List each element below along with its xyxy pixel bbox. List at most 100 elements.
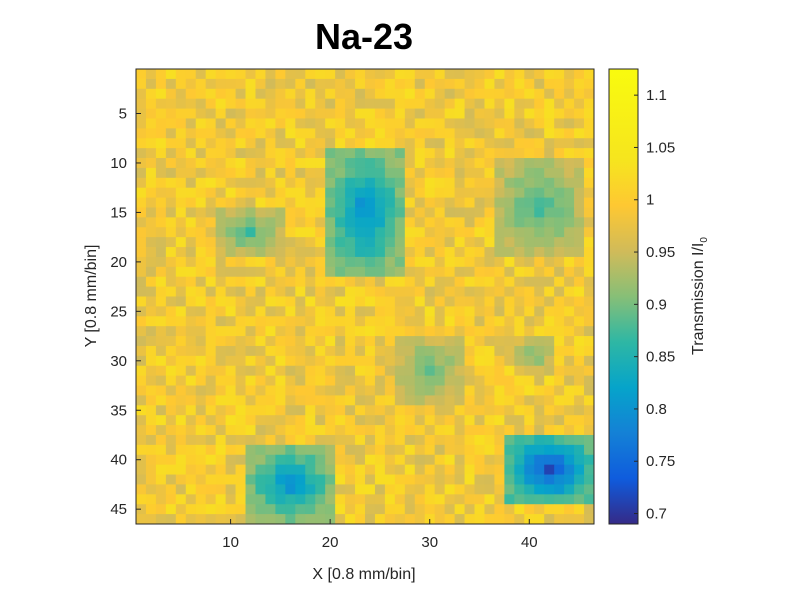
heatmap-cell — [136, 425, 147, 436]
heatmap-cell — [175, 98, 187, 109]
heatmap-cell — [255, 434, 266, 446]
heatmap-cell — [464, 326, 475, 337]
heatmap-cell — [195, 207, 207, 218]
heatmap-cell — [195, 98, 207, 109]
colorbar-tick-label: 0.8 — [646, 401, 667, 418]
heatmap-cell — [315, 316, 326, 327]
heatmap-cell — [245, 385, 256, 396]
heatmap-cell — [195, 138, 207, 149]
heatmap-cell — [215, 78, 227, 90]
heatmap-cell — [504, 375, 515, 386]
heatmap-cell — [384, 494, 396, 505]
heatmap-cell — [245, 514, 256, 525]
heatmap-cell — [155, 336, 167, 347]
heatmap-cell — [544, 464, 555, 475]
heatmap-cell — [325, 504, 336, 515]
heatmap-cell — [514, 69, 525, 80]
heatmap-cell — [464, 256, 475, 268]
heatmap-cell — [404, 464, 416, 475]
heatmap-cell — [365, 385, 376, 396]
heatmap-cell — [484, 296, 495, 307]
heatmap-cell — [554, 316, 565, 327]
heatmap-cell — [474, 464, 485, 475]
heatmap-cell — [574, 464, 585, 475]
heatmap-cell — [444, 256, 456, 268]
heatmap-cell — [295, 336, 306, 347]
heatmap-cell — [235, 98, 246, 109]
heatmap-cell — [524, 207, 535, 218]
heatmap-cell — [295, 434, 306, 446]
heatmap-cell — [235, 296, 246, 307]
heatmap-cell — [474, 187, 485, 198]
heatmap-cell — [345, 464, 356, 475]
heatmap-cell — [574, 88, 585, 100]
heatmap-cell — [245, 227, 256, 238]
heatmap-cell — [265, 177, 276, 189]
heatmap-cell — [504, 187, 515, 198]
heatmap-cell — [404, 514, 416, 525]
heatmap-cell — [255, 474, 266, 485]
heatmap-cell — [205, 286, 217, 297]
heatmap-cell — [434, 108, 446, 119]
heatmap-cell — [414, 177, 426, 189]
heatmap-cell — [205, 296, 217, 307]
heatmap-cell — [325, 326, 336, 337]
heatmap-cell — [255, 355, 266, 367]
heatmap-cell — [305, 247, 316, 258]
heatmap-cell — [345, 326, 356, 337]
heatmap-cell — [165, 217, 177, 228]
heatmap-cell — [136, 395, 147, 406]
heatmap-cell — [384, 405, 396, 416]
heatmap-cell — [584, 326, 595, 337]
heatmap-cell — [374, 474, 386, 485]
heatmap-cell — [544, 256, 555, 268]
heatmap-cell — [285, 128, 296, 139]
heatmap-cell — [205, 276, 217, 288]
heatmap-cell — [136, 69, 147, 80]
heatmap-cell — [145, 98, 157, 109]
heatmap-cell — [175, 227, 187, 238]
heatmap-cell — [265, 514, 276, 525]
heatmap-cell — [404, 158, 416, 169]
heatmap-cell — [136, 365, 147, 377]
heatmap-cell — [365, 177, 376, 189]
heatmap-cell — [325, 227, 336, 238]
heatmap-cell — [195, 395, 207, 406]
heatmap-cell — [205, 197, 217, 208]
heatmap-cell — [484, 355, 495, 367]
heatmap-cell — [275, 167, 286, 179]
heatmap-cell — [225, 286, 236, 297]
heatmap-cell — [534, 197, 545, 208]
heatmap-cell — [335, 375, 346, 386]
heatmap-cell — [335, 128, 346, 139]
heatmap-cell — [295, 227, 306, 238]
heatmap-cell — [464, 128, 475, 139]
heatmap-cell — [235, 148, 246, 159]
heatmap-cell — [355, 514, 366, 525]
heatmap-cell — [444, 296, 456, 307]
heatmap-cell — [434, 138, 446, 149]
heatmap-cell — [355, 355, 366, 367]
heatmap-cell — [155, 415, 167, 426]
plot-frame — [135, 68, 595, 525]
heatmap-cell — [305, 474, 316, 485]
heatmap-cell — [145, 266, 157, 278]
heatmap-cell — [554, 375, 565, 386]
heatmap-cell — [564, 197, 575, 208]
heatmap-cell — [365, 434, 376, 446]
heatmap-cell — [534, 108, 545, 119]
heatmap-cell — [494, 306, 505, 317]
heatmap-cell — [215, 484, 227, 495]
heatmap-cell — [394, 375, 406, 386]
heatmap-cell — [484, 108, 495, 119]
heatmap-cell — [145, 148, 157, 159]
heatmap-cell — [295, 514, 306, 525]
heatmap-cell — [384, 425, 396, 436]
heatmap-cell — [235, 514, 246, 525]
heatmap-cell — [584, 148, 595, 159]
heatmap-cell — [524, 98, 535, 109]
heatmap-cell — [514, 405, 525, 416]
heatmap-cell — [424, 148, 436, 159]
heatmap-cell — [335, 306, 346, 317]
heatmap-cell — [305, 88, 316, 100]
